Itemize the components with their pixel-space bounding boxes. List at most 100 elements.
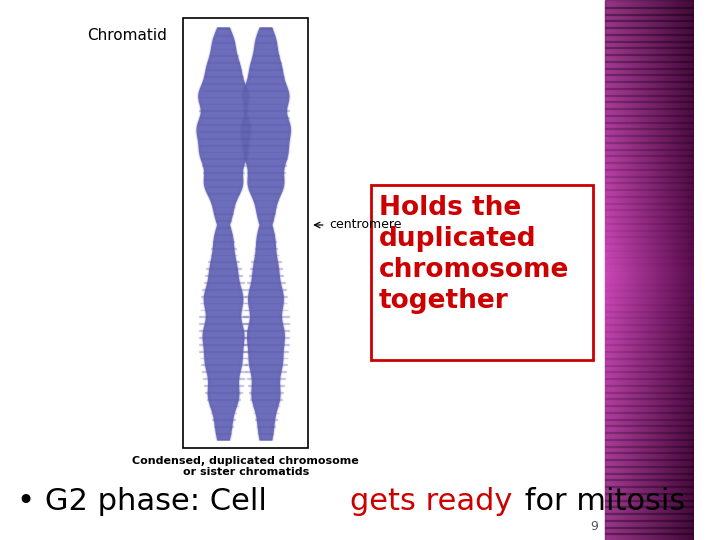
Bar (689, 0, 690, 540)
Polygon shape (242, 28, 291, 440)
Bar (620, 0, 621, 540)
Bar (201, 158, 246, 159)
Bar (631, 0, 632, 540)
Bar (605, 189, 694, 197)
Bar (605, 102, 694, 109)
Bar (605, 162, 694, 170)
Bar (605, 176, 694, 183)
Bar (605, 94, 694, 102)
Bar (605, 243, 694, 251)
Bar (216, 433, 231, 434)
Bar (609, 0, 610, 540)
Bar (668, 0, 669, 540)
Bar (666, 0, 667, 540)
Bar (199, 351, 248, 352)
Bar (674, 0, 675, 540)
Bar (681, 0, 683, 540)
Bar (605, 357, 694, 366)
Bar (633, 0, 634, 540)
Bar (247, 172, 284, 173)
Bar (199, 117, 248, 118)
Bar (217, 28, 230, 29)
Bar (641, 0, 642, 540)
Bar (680, 0, 682, 540)
Bar (605, 168, 694, 177)
Bar (245, 302, 287, 303)
Bar (612, 0, 613, 540)
Text: gets ready: gets ready (351, 488, 513, 516)
Text: centromere: centromere (330, 219, 402, 232)
Bar (679, 0, 680, 540)
Bar (605, 54, 694, 62)
Bar (626, 0, 627, 540)
Bar (244, 309, 288, 310)
Bar (210, 254, 238, 255)
Bar (243, 323, 289, 324)
Bar (216, 35, 231, 36)
Bar (605, 249, 694, 258)
Bar (605, 513, 694, 521)
Bar (605, 324, 694, 332)
Bar (199, 337, 248, 338)
Bar (250, 186, 282, 187)
Bar (243, 117, 289, 118)
Bar (258, 234, 274, 235)
Bar (605, 446, 694, 453)
Bar (654, 0, 656, 540)
Bar (605, 526, 694, 534)
Bar (680, 0, 681, 540)
Bar (605, 202, 694, 210)
Bar (675, 0, 677, 540)
Bar (208, 62, 239, 63)
Bar (204, 282, 243, 283)
Bar (683, 0, 685, 540)
Bar (627, 0, 629, 540)
Bar (183, 18, 308, 448)
Bar (244, 357, 288, 359)
Bar (203, 172, 243, 173)
Bar (648, 0, 649, 540)
Bar (605, 222, 694, 231)
Bar (605, 351, 694, 359)
Bar (248, 385, 284, 386)
Bar (605, 284, 694, 291)
Bar (616, 0, 617, 540)
Bar (629, 0, 630, 540)
Bar (214, 426, 233, 427)
Polygon shape (240, 28, 289, 440)
Bar (256, 42, 276, 43)
Bar (199, 309, 248, 310)
Bar (605, 338, 694, 345)
Bar (605, 20, 694, 28)
Bar (647, 0, 648, 540)
Text: Condensed, duplicated chromosome: Condensed, duplicated chromosome (132, 456, 359, 466)
Bar (605, 384, 694, 393)
Bar (605, 128, 694, 136)
Bar (623, 0, 624, 540)
Bar (605, 14, 694, 21)
Bar (621, 0, 622, 540)
Bar (642, 0, 643, 540)
Bar (217, 227, 230, 228)
Bar (260, 28, 271, 29)
Bar (605, 345, 694, 352)
Bar (199, 323, 248, 324)
Bar (255, 206, 276, 207)
Bar (202, 165, 245, 166)
Bar (371, 185, 593, 360)
Bar (605, 372, 694, 379)
Bar (199, 110, 248, 111)
Polygon shape (197, 28, 251, 440)
Bar (647, 0, 649, 540)
Bar (605, 480, 694, 487)
Bar (688, 0, 690, 540)
Bar (605, 486, 694, 494)
Bar (645, 0, 647, 540)
Bar (251, 399, 282, 400)
Bar (243, 344, 289, 345)
Bar (212, 206, 235, 207)
Bar (618, 0, 620, 540)
Bar (605, 534, 694, 540)
Bar (249, 392, 283, 393)
Bar (608, 0, 609, 540)
